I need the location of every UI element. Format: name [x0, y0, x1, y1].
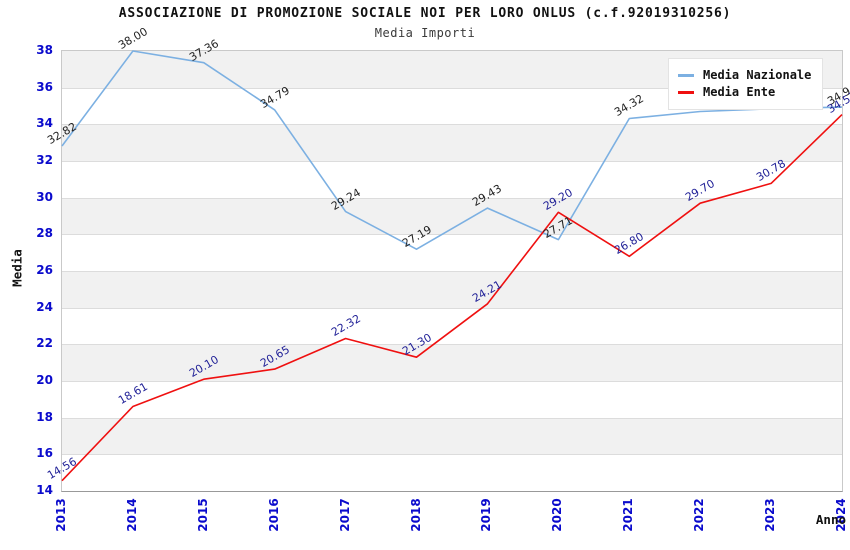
- x-tick-label: 2022: [692, 498, 707, 532]
- media-ente-line-swatch-icon: [678, 90, 694, 94]
- y-axis-ticks: 14 16 18 20 22 24 26 28 30 32 34 36 38: [0, 43, 53, 497]
- x-tick-label: 2017: [337, 498, 352, 532]
- series-line-media-nazionale: [61, 50, 843, 250]
- x-tick-label: 2015: [195, 498, 210, 532]
- x-tick-label: 2018: [408, 498, 423, 532]
- legend-label: Media Ente: [703, 85, 776, 99]
- gridline: [62, 124, 842, 126]
- plot-band: [62, 124, 842, 161]
- media-nazionale-line-swatch-icon: [678, 73, 694, 77]
- y-tick-label: 16: [36, 446, 53, 461]
- x-tick-label: 2019: [479, 498, 494, 532]
- legend-item-media-ente: Media Ente: [678, 85, 811, 99]
- x-axis-ticks: 2013 2014 2015 2016 2017 2018 2019 2020 2021 2022…: [54, 490, 848, 540]
- chart-subtitle: Media Importi: [374, 26, 476, 40]
- y-tick-label: 22: [36, 336, 53, 351]
- y-tick-label: 34: [36, 116, 53, 131]
- y-tick-label: 32: [36, 153, 53, 167]
- y-tick-label: 18: [36, 409, 53, 424]
- gridline: [62, 344, 842, 346]
- gridline: [62, 454, 842, 456]
- y-axis-title: Media: [9, 249, 25, 287]
- y-tick-label: 20: [36, 373, 53, 387]
- y-tick-label: 14: [36, 483, 53, 497]
- gridline: [62, 197, 842, 199]
- plot-band: [62, 344, 842, 381]
- y-tick-label: 26: [36, 263, 53, 277]
- gridline: [62, 417, 842, 419]
- x-tick-label: 2016: [266, 498, 281, 532]
- gridline: [62, 307, 842, 309]
- x-tick-label: 2014: [124, 498, 139, 532]
- x-tick-label: 2020: [550, 498, 565, 532]
- x-axis-title: Anno: [815, 512, 846, 527]
- series-line-media-ente: [61, 114, 843, 482]
- y-tick-label: 38: [36, 43, 53, 57]
- gridline: [62, 87, 842, 89]
- chart-title: ASSOCIAZIONE DI PROMOZIONE SOCIALE NOI P…: [118, 6, 732, 21]
- plot-band: [62, 271, 842, 308]
- plot-band: [62, 417, 842, 455]
- y-tick-label: 36: [36, 79, 53, 94]
- legend-label: Media Nazionale: [703, 68, 812, 82]
- legend: Media Nazionale Media Ente: [668, 58, 824, 110]
- gridline: [62, 271, 842, 272]
- y-tick-label: 28: [36, 226, 53, 241]
- gridline: [62, 381, 842, 382]
- y-tick-label: 30: [36, 189, 53, 204]
- gridline: [62, 161, 842, 162]
- y-tick-label: 24: [36, 299, 53, 314]
- legend-item-media-nazionale: Media Nazionale: [678, 68, 811, 82]
- x-tick-label: 2023: [763, 498, 778, 532]
- series-lines: [61, 50, 843, 482]
- gridline: [62, 234, 842, 236]
- x-tick-label: 2021: [621, 498, 636, 532]
- plot-area: 32.82 38.00 37.36 34.79 29.24 27.19 29.43 27.71…: [45, 25, 850, 492]
- x-tick-label: 2013: [54, 498, 68, 532]
